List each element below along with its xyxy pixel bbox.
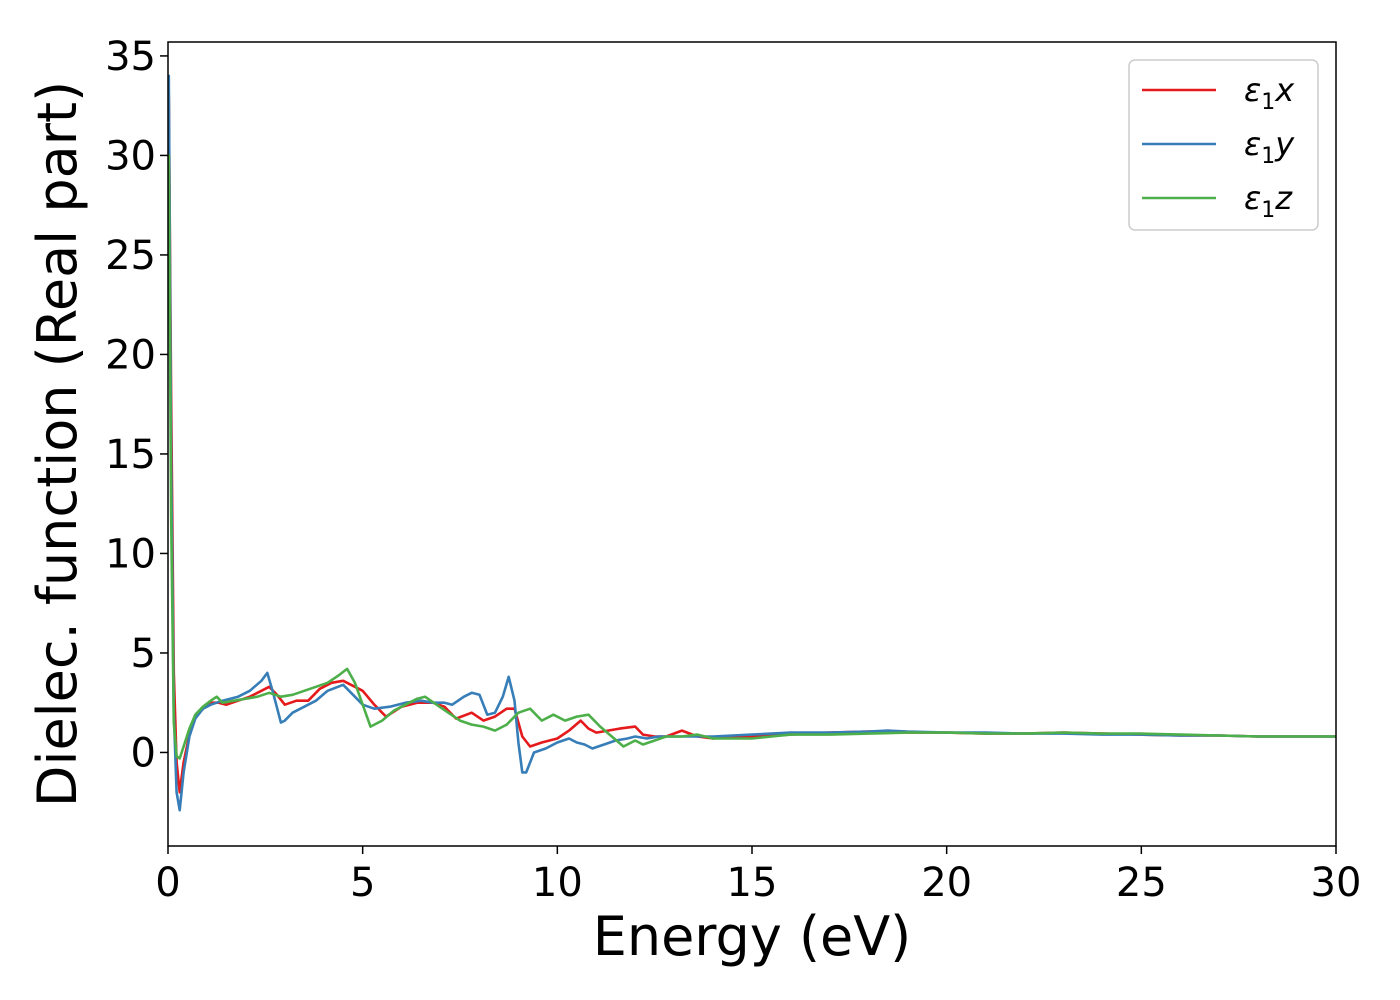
y-tick-label: 15 — [105, 432, 156, 478]
x-tick-label: 30 — [1311, 860, 1362, 906]
legend-box — [1128, 59, 1319, 231]
y-tick-label: 30 — [105, 133, 156, 179]
series-line-y — [168, 74, 1336, 812]
y-axis-ticks: 0 5 10 15 20 25 30 35 — [105, 34, 168, 776]
legend-label-x: ε1x — [1244, 71, 1295, 115]
y-tick-label: 0 — [131, 730, 156, 776]
x-tick-label: 15 — [727, 860, 778, 906]
series-line-z — [168, 154, 1336, 760]
plot-area — [167, 41, 1337, 847]
legend: ε1x ε1y ε1z — [1128, 59, 1319, 231]
y-tick-label: 25 — [105, 233, 156, 279]
legend-label-z: ε1z — [1244, 179, 1293, 223]
y-axis-title: Dielec. function (Real part) — [26, 81, 89, 807]
y-tick-label: 20 — [105, 332, 156, 378]
x-tick-label: 10 — [532, 860, 583, 906]
x-tick-label: 20 — [921, 860, 972, 906]
x-tick-label: 5 — [350, 860, 375, 906]
y-tick-label: 35 — [105, 34, 156, 80]
series-layer — [168, 74, 1336, 812]
y-tick-label: 10 — [105, 531, 156, 577]
x-axis-title: Energy (eV) — [593, 905, 912, 968]
x-tick-label: 25 — [1116, 860, 1167, 906]
y-tick-label: 5 — [131, 631, 156, 677]
x-tick-label: 0 — [155, 860, 180, 906]
legend-label-y: ε1y — [1244, 125, 1295, 169]
x-axis-ticks: 0 5 10 15 20 25 30 — [155, 846, 1361, 906]
